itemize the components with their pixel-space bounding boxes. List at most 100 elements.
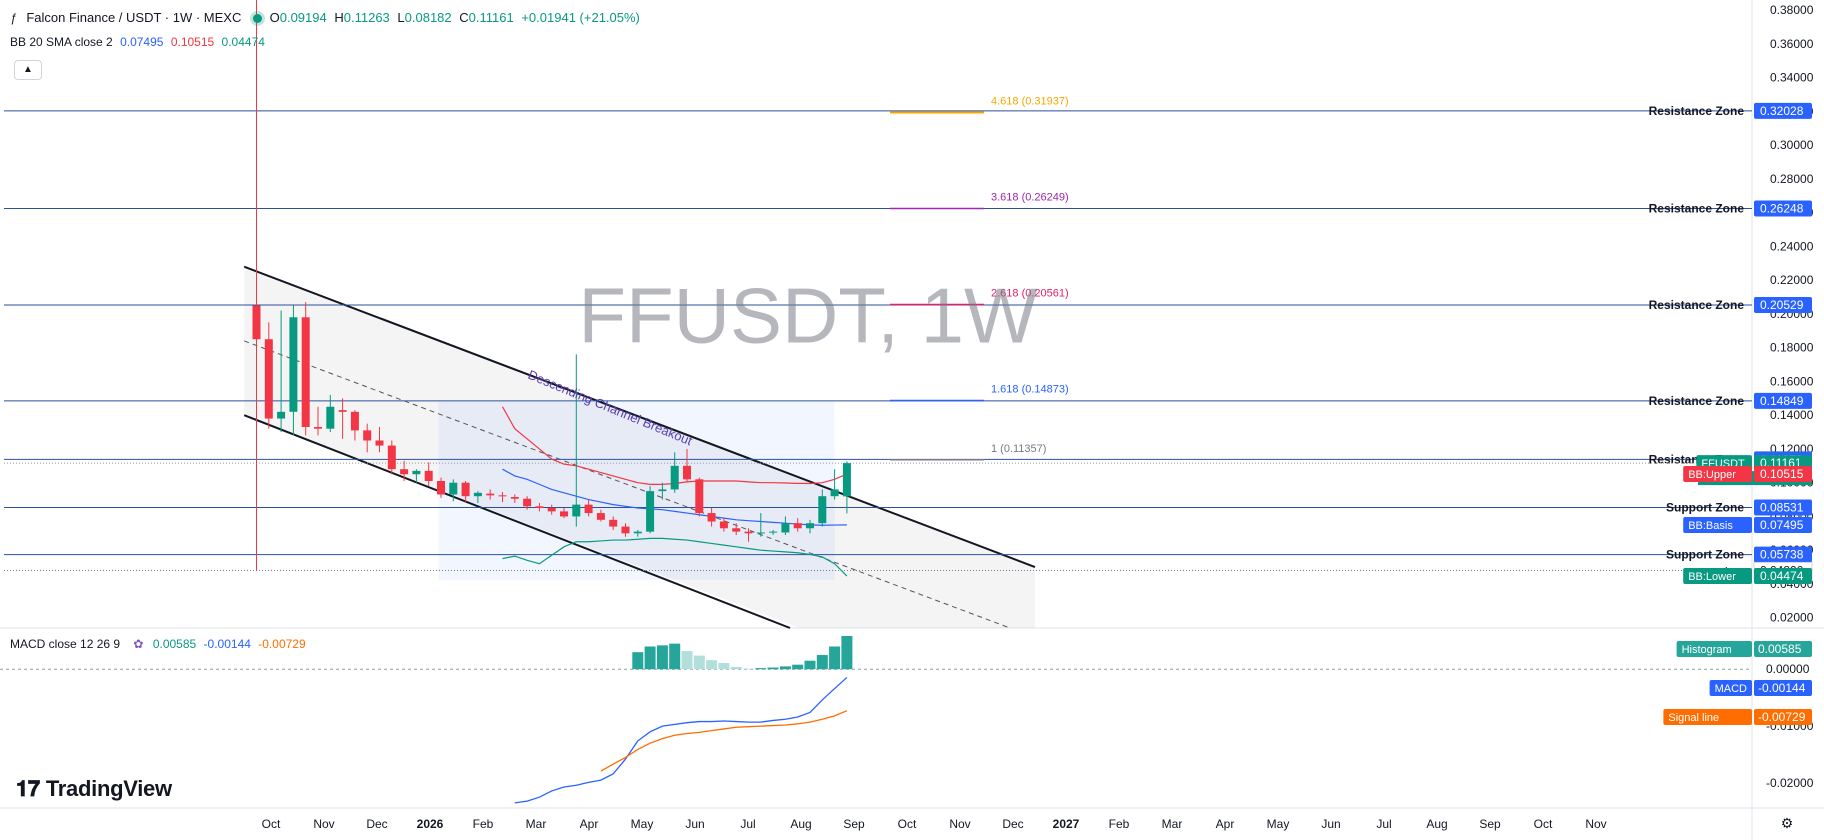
time-tick: Jun [1321, 817, 1340, 831]
time-tick: Oct [898, 817, 917, 831]
candle-body [547, 508, 556, 512]
collapse-legend-button[interactable]: ▲ [14, 60, 42, 80]
time-axis: Oct Nov Dec 2026 Feb Mar Apr May Jun Jul Aug Sep Oct… [262, 817, 1607, 831]
macd-histogram-bar [718, 662, 730, 670]
macd-label-tag [1676, 641, 1752, 657]
candle-body [289, 317, 298, 412]
time-tick: 2026 [417, 817, 444, 831]
candle [535, 502, 544, 512]
fibonacci-levels: 4.618 (0.31937) 3.618 (0.26249) 2.618 (0.2… [890, 95, 1069, 461]
bb-legend[interactable]: BB 20 SMA close 2 0.07495 0.10515 0.0447… [10, 35, 269, 49]
candle-body [707, 513, 716, 522]
candle [375, 426, 384, 453]
candle [572, 354, 581, 527]
price-label-tag-text: BB:Upper [1688, 469, 1736, 481]
ohlc-low: 0.08182 [404, 10, 452, 25]
macd-histogram-bar [656, 645, 668, 670]
candle [633, 529, 642, 537]
symbol-title[interactable]: Falcon Finance / USDT · 1W · MEXC [26, 10, 242, 25]
time-tick: Feb [473, 817, 494, 831]
candle [842, 461, 851, 514]
candle-body [621, 526, 630, 534]
tradingview-logo-icon: 𝟏𝟕 [16, 776, 40, 801]
candle-body [314, 426, 322, 429]
fib-label: 4.618 (0.31937) [991, 95, 1069, 107]
candle [486, 489, 495, 500]
macd-label: MACD close 12 26 9 [10, 637, 121, 651]
price-label-text: 0.10515 [1760, 467, 1804, 481]
candle [301, 302, 310, 436]
macd-label-text: -0.00144 [1758, 681, 1806, 695]
candle [252, 0, 261, 571]
bb-basis-line [502, 468, 847, 526]
ohlc-low-label: L [397, 10, 405, 25]
candle-body [658, 489, 667, 492]
time-tick: Dec [366, 817, 387, 831]
candle-body [670, 465, 679, 490]
candle [473, 491, 482, 503]
candle [732, 523, 741, 536]
candle-body [842, 463, 851, 497]
macd-histogram-bar [755, 668, 767, 670]
price-label-box [1754, 567, 1812, 584]
candles [252, 0, 851, 571]
candle-body [498, 495, 507, 497]
fib-label: 2.618 (0.20561) [991, 287, 1069, 299]
price-tick: 0.36000 [1770, 37, 1814, 51]
candle [695, 477, 704, 517]
candle [830, 469, 839, 500]
macd-label-box [1754, 680, 1812, 696]
macd-histogram-bar [841, 635, 853, 670]
candle [400, 460, 409, 481]
candle [658, 482, 667, 500]
candle-body [350, 411, 359, 431]
candle [523, 496, 532, 510]
market-status-icon [252, 14, 262, 24]
macd-histogram-bar [767, 667, 779, 670]
macd-histogram-bar [743, 668, 754, 670]
macd-histogram-bar [779, 666, 791, 670]
macd-histogram-bar [730, 666, 742, 670]
macd-histogram-bar [829, 646, 841, 670]
candle [387, 440, 396, 475]
bb-label: BB 20 SMA close 2 [10, 35, 113, 49]
price-label-tag [1683, 567, 1752, 584]
macd-label-tag-text: MACD [1715, 683, 1747, 695]
channel-upper-line [243, 265, 1036, 569]
price-label-tag [1683, 516, 1752, 533]
level-label: Support Zone [1666, 548, 1744, 562]
macd-label-text: -0.00729 [1758, 710, 1806, 724]
price-label-text: 0.14849 [1760, 394, 1804, 408]
candle [314, 406, 322, 436]
price-tick: 0.02000 [1770, 611, 1814, 625]
candle [338, 398, 347, 439]
settings-loading-icon[interactable]: ✿ [133, 637, 144, 651]
candle-body [793, 523, 802, 529]
macd-histogram-bar [706, 660, 718, 670]
candle [363, 423, 372, 453]
ohlc-change: +0.01941 (+21.05%) [521, 10, 640, 25]
candle-body [830, 489, 839, 497]
watermark: FFUSDT, 1W [578, 272, 1038, 360]
time-tick: Aug [1426, 817, 1447, 831]
bollinger-range-box [438, 401, 835, 580]
candle-body [424, 470, 433, 481]
price-labels: 0.11378FFUSDT0.111614d 12hBB:Upper0.1051… [1683, 102, 1813, 584]
channel-fill [244, 266, 1035, 628]
time-tick: 2027 [1053, 817, 1080, 831]
macd-tick: -0.02000 [1766, 776, 1814, 790]
level-label: Resistance Zone [1649, 201, 1745, 215]
macd-label-text: 0.00585 [1758, 642, 1802, 656]
time-tick: Jul [1376, 817, 1391, 831]
macd-tick: 0.00000 [1766, 662, 1810, 676]
time-tick: Nov [949, 817, 970, 831]
tradingview-logo[interactable]: 𝟏𝟕 TradingView [16, 776, 172, 802]
macd-label-tag [1663, 709, 1752, 725]
macd-label-tag-text: Signal line [1668, 712, 1719, 724]
time-tick: Jun [685, 817, 704, 831]
price-label-box [1754, 296, 1812, 313]
macd-signal-value: -0.00729 [258, 637, 306, 651]
macd-legend[interactable]: MACD close 12 26 9 ✿ 0.00585 -0.00144 -0… [10, 637, 310, 651]
price-tick: 0.14000 [1770, 408, 1814, 422]
